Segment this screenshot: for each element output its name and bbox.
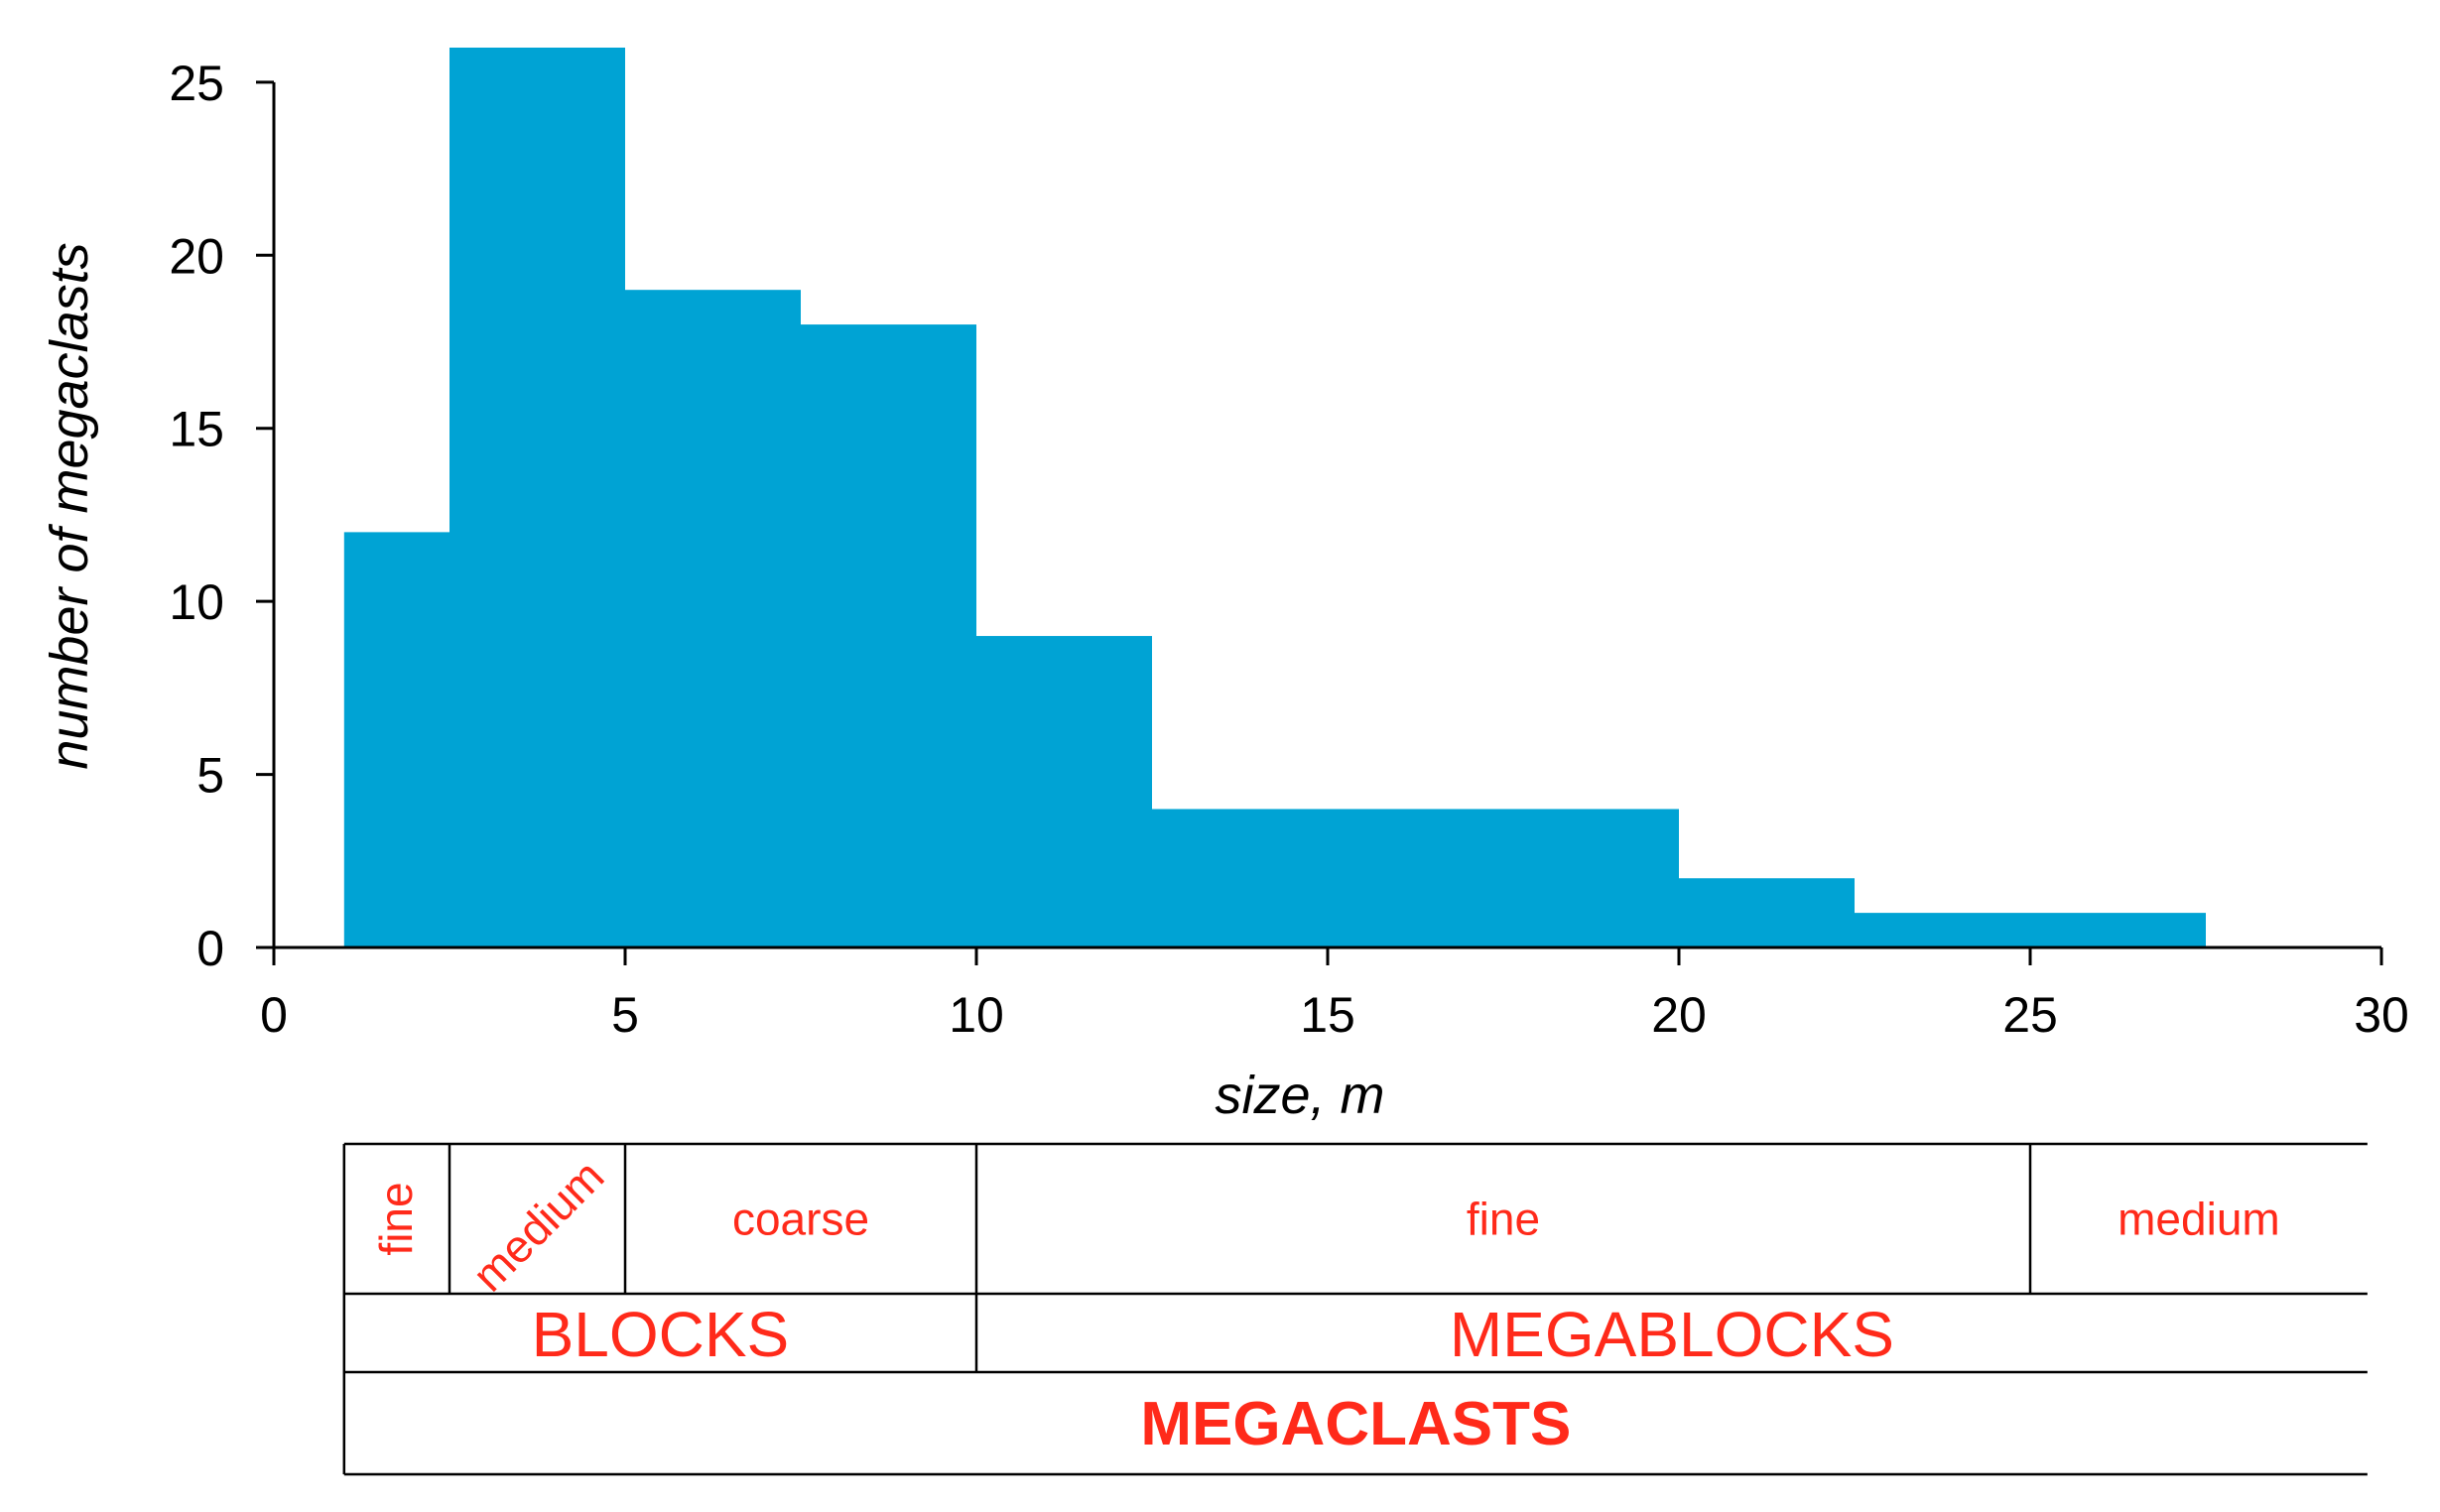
histogram-bar-6	[1152, 809, 1679, 947]
histogram-bar-7	[1679, 878, 1855, 947]
y-axis-title: number of megaclasts	[40, 242, 99, 769]
class-label: MEGABLOCKS	[1450, 1299, 1894, 1370]
x-tick-label: 5	[611, 987, 639, 1043]
y-axis-ticks: 0 5 10 15 20 25	[169, 56, 274, 976]
y-tick-label: 15	[169, 402, 224, 457]
x-tick-label: 20	[1651, 987, 1707, 1043]
x-tick-label: 15	[1300, 987, 1355, 1043]
subclass-label: coarse	[732, 1194, 869, 1245]
x-tick-label: 25	[2002, 987, 2058, 1043]
histogram-bar-2	[449, 48, 625, 947]
histogram-bar-1	[343, 532, 449, 947]
histogram-bar-3	[625, 290, 801, 947]
x-tick-label: 0	[260, 987, 288, 1043]
y-tick-label: 25	[169, 56, 224, 111]
y-tick-label: 0	[196, 921, 224, 976]
subclass-label: medium	[2118, 1194, 2280, 1245]
group-label: MEGACLASTS	[1140, 1390, 1571, 1458]
histogram-bars	[343, 48, 2206, 948]
subclass-label: fine	[370, 1182, 422, 1255]
histogram-bar-5	[976, 636, 1152, 947]
x-axis-ticks: 0 5 10 15 20 25 30	[260, 947, 2409, 1043]
histogram-bar-8	[1855, 913, 2206, 947]
histogram-bar-4	[801, 324, 976, 948]
y-tick-label: 5	[196, 748, 224, 804]
x-tick-label: 30	[2354, 987, 2409, 1043]
x-tick-label: 10	[949, 987, 1004, 1043]
y-tick-label: 10	[169, 574, 224, 630]
x-axis-title: size, m	[1215, 1066, 1384, 1125]
subclass-label: fine	[1467, 1194, 1540, 1245]
y-tick-label: 20	[169, 228, 224, 284]
class-label: BLOCKS	[532, 1299, 790, 1370]
